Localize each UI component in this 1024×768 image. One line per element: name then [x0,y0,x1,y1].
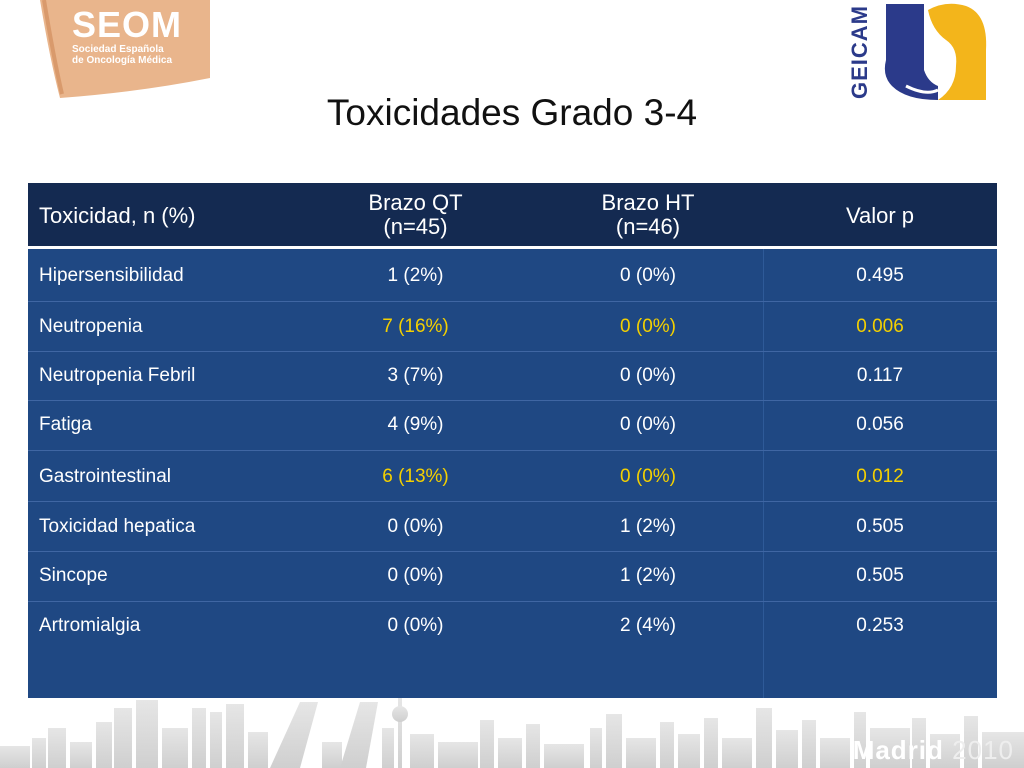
row-ht: 1 (2%) [620,516,676,537]
table-row: Sincope 0 (0%) 1 (2%) 0.505 [28,552,997,602]
row-qt: 7 (16%) [382,316,449,337]
row-qt: 0 (0%) [387,615,444,636]
geicam-logo-icon [884,3,987,100]
row-label: Hipersensibilidad [39,265,184,286]
seom-logo-shape [40,0,210,98]
header-toxicidad: Toxicidad, n (%) [39,203,196,228]
row-p: 0.253 [856,615,904,636]
footer-year: 2010 [952,735,1014,765]
row-qt: 3 (7%) [387,365,444,386]
row-ht: 0 (0%) [620,365,676,386]
seom-name: SEOM [72,4,183,45]
table-row: Toxicidad hepatica 0 (0%) 1 (2%) 0.505 [28,502,997,552]
row-ht: 0 (0%) [620,265,676,286]
row-p: 0.012 [856,466,904,487]
row-p: 0.495 [856,265,904,286]
row-qt: 0 (0%) [387,565,444,586]
table-row: Fatiga 4 (9%) 0 (0%) 0.056 [28,401,997,451]
table-header: Toxicidad, n (%) Brazo QT (n=45) Brazo H… [28,183,997,249]
row-label: Gastrointestinal [39,466,172,487]
table-row: Gastrointestinal 6 (13%) 0 (0%) 0.012 [28,451,997,502]
toxicity-table: Toxicidad, n (%) Brazo QT (n=45) Brazo H… [28,183,997,698]
row-p: 0.505 [856,516,904,537]
footer-city: Madrid [852,735,944,765]
slide-title: Toxicidades Grado 3-4 [326,92,698,133]
seom-line1: Sociedad Española [72,44,164,55]
table-row: Neutropenia 7 (16%) 0 (0%) 0.006 [28,302,997,352]
seom-line2: de Oncología Médica [72,55,173,66]
row-ht: 0 (0%) [620,466,676,487]
row-label: Fatiga [39,414,92,435]
row-qt: 0 (0%) [387,516,444,537]
row-p: 0.117 [856,365,904,386]
row-ht: 0 (0%) [620,414,676,435]
row-qt: 1 (2%) [387,265,444,286]
row-p: 0.056 [856,414,904,435]
madrid-skyline-graphic [0,698,1024,768]
row-ht: 1 (2%) [620,565,676,586]
row-qt: 4 (9%) [387,414,444,435]
seom-logo: SEOM Sociedad Española de Oncología Médi… [0,0,210,100]
row-qt: 6 (13%) [382,466,449,487]
row-label: Toxicidad hepatica [39,516,196,537]
row-label: Sincope [39,565,108,586]
row-p: 0.505 [856,565,904,586]
row-label: Artromialgia [39,615,141,636]
row-p: 0.006 [856,316,904,337]
header-brazo-qt: Brazo QT (n=45) [368,190,463,239]
header-valor-p: Valor p [845,203,915,228]
row-ht: 2 (4%) [620,615,676,636]
header-brazo-ht: Brazo HT (n=46) [601,190,695,239]
table-row: Artromialgia 0 (0%) 2 (4%) 0.253 [28,602,997,698]
column-divider [763,183,764,698]
madrid-2010-label: Madrid 2010 [853,735,1014,766]
table-row: Neutropenia Febril 3 (7%) 0 (0%) 0.117 [28,352,997,401]
row-label: Neutropenia [39,316,143,337]
row-ht: 0 (0%) [620,316,676,337]
table-row: Hipersensibilidad 1 (2%) 0 (0%) 0.495 [28,252,997,302]
row-label: Neutropenia Febril [39,365,196,386]
